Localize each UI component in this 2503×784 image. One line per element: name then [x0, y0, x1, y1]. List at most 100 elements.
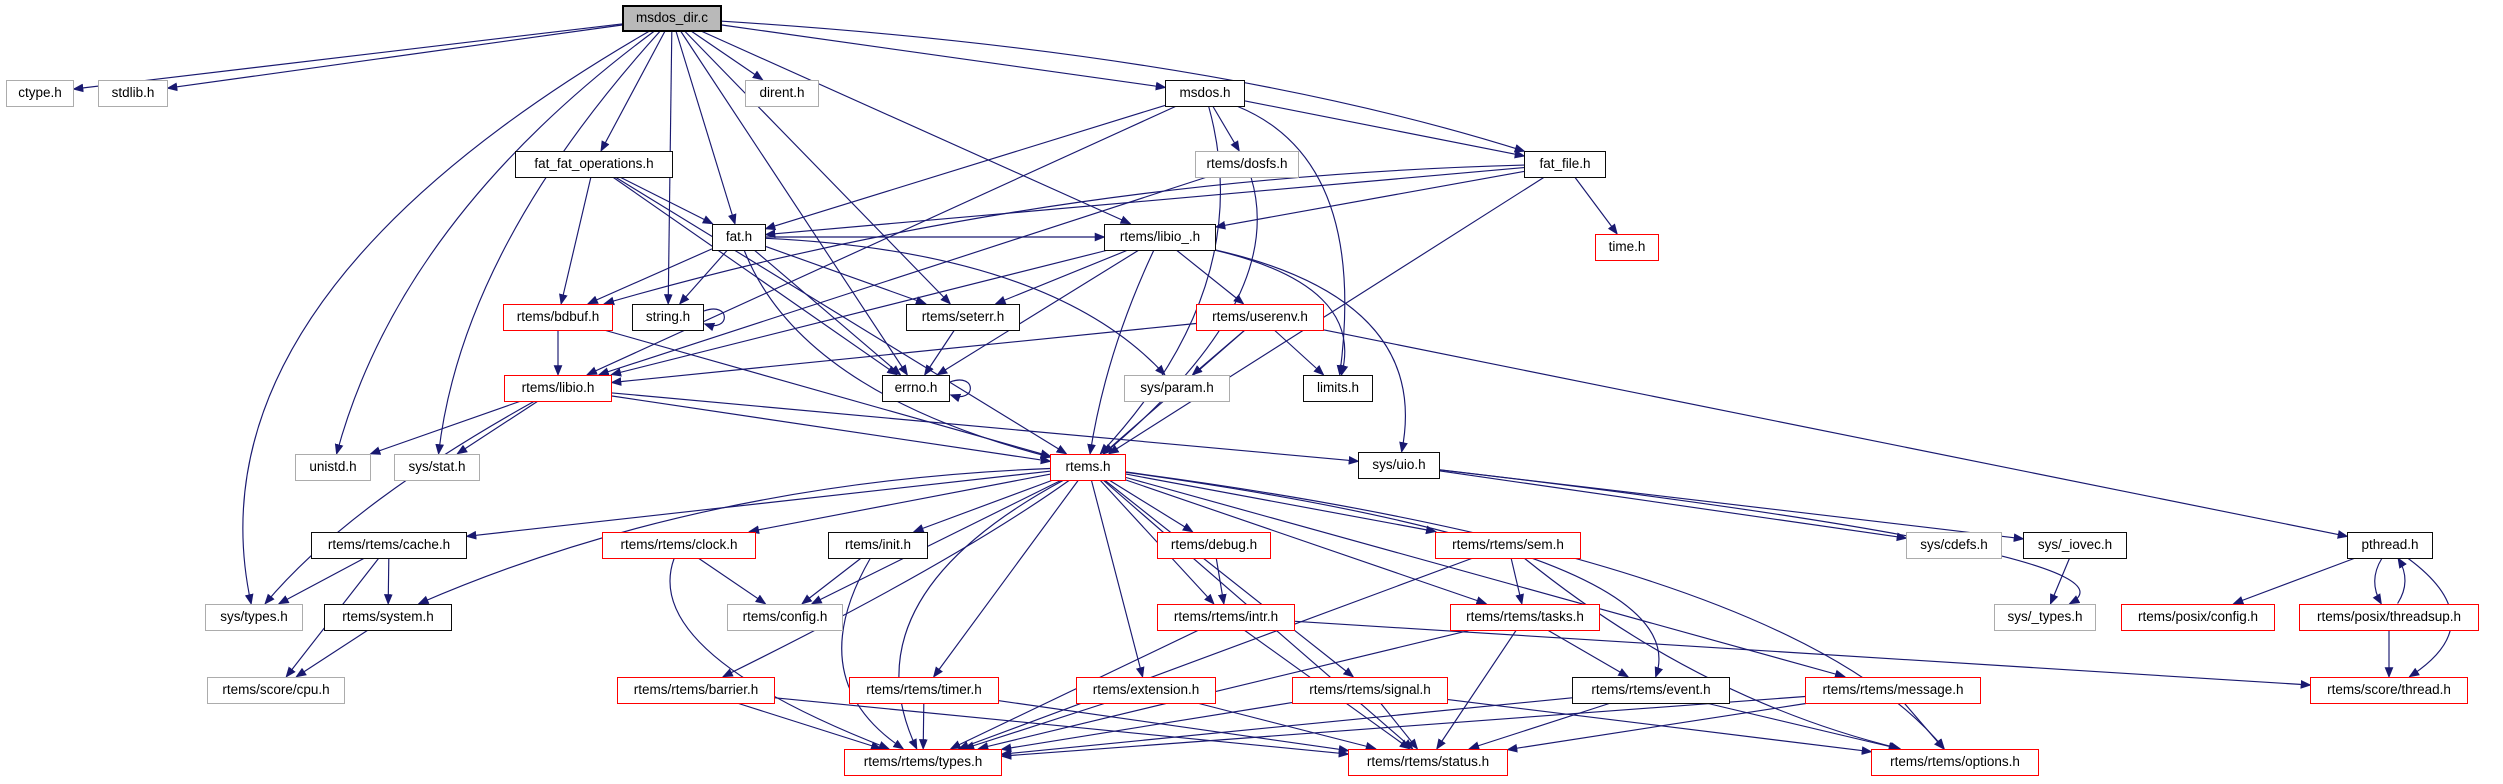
node-rtems-bdbuf-h[interactable]: rtems/bdbuf.h	[503, 303, 613, 331]
node-rtems-rtems-types-h[interactable]: rtems/rtems/types.h	[844, 748, 1002, 776]
node-rtems-init-h[interactable]: rtems/init.h	[828, 531, 928, 559]
node-stdlib-h[interactable]: stdlib.h	[98, 79, 168, 107]
node-dirent-h[interactable]: dirent.h	[745, 79, 819, 107]
edge-fat-fat-operations-h-to-rtems-h	[615, 177, 1068, 455]
node-rtems-rtems-barrier-h[interactable]: rtems/rtems/barrier.h	[617, 676, 775, 704]
edge-rtems-rtems-event-h-to-rtems-rtems-types-h	[1000, 697, 1573, 758]
node-unistd-h[interactable]: unistd.h	[295, 453, 371, 481]
edge-rtems-rtems-event-h-to-rtems-rtems-status-h	[1468, 702, 1610, 750]
node-rtems-rtems-timer-h[interactable]: rtems/rtems/timer.h	[849, 676, 999, 704]
node-rtems-system-h[interactable]: rtems/system.h	[324, 603, 452, 631]
edge-rtems-rtems-barrier-h-to-rtems-rtems-types-h	[738, 702, 882, 750]
edge-rtems-rtems-intr-h-to-rtems-rtems-types-h	[949, 629, 1199, 750]
node-time-h[interactable]: time.h	[1595, 233, 1659, 261]
node-rtems-rtems-message-h[interactable]: rtems/rtems/message.h	[1805, 676, 1981, 704]
edge-rtems-h-to-rtems-rtems-sem-h	[1125, 473, 1437, 535]
edge-rtems-h-to-rtems-debug-h	[1109, 480, 1194, 533]
edge-msdos-dir-c-to-errno-h	[680, 31, 909, 376]
edge-rtems-rtems-message-h-to-rtems-rtems-options-h	[1904, 703, 1945, 750]
node-rtems-rtems-intr-h[interactable]: rtems/rtems/intr.h	[1157, 603, 1295, 631]
node-fat-h[interactable]: fat.h	[712, 223, 766, 251]
edge-fat-file-h-to-rtems-bdbuf-h	[603, 164, 1525, 306]
edge-rtems-h-to-rtems-rtems-message-h	[1125, 476, 1846, 679]
edge-rtems-dosfs-h-to-rtems-libio-h	[597, 176, 1206, 376]
node-rtems-seterr-h[interactable]: rtems/seterr.h	[906, 303, 1020, 331]
edge-msdos-h-to-rtems-dosfs-h	[1212, 106, 1240, 152]
edge-rtems-rtems-clock-h-to-rtems-rtems-types-h	[669, 558, 890, 750]
edge-rtems-h-to-rtems-rtems-tasks-h	[1125, 479, 1488, 605]
node-rtems-config-h[interactable]: rtems/config.h	[727, 603, 843, 631]
edge-msdos-dir-c-to-unistd-h	[334, 31, 655, 456]
edge-rtems-h-to-rtems-init-h	[912, 479, 1052, 533]
edge-rtems-h-to-rtems-rtems-event-h	[1125, 471, 1664, 679]
node-rtems-debug-h[interactable]: rtems/debug.h	[1157, 531, 1271, 559]
node-rtems-posix-config-h[interactable]: rtems/posix/config.h	[2121, 603, 2275, 631]
node-sys-stat-h[interactable]: sys/stat.h	[394, 453, 480, 481]
node-rtems-rtems-cache-h[interactable]: rtems/rtems/cache.h	[311, 531, 467, 559]
node-sys-iovec-h[interactable]: sys/_iovec.h	[2023, 531, 2127, 559]
edge-rtems-rtems-barrier-h-to-rtems-rtems-status-h	[774, 697, 1350, 758]
node-rtems-rtems-clock-h[interactable]: rtems/rtems/clock.h	[602, 531, 756, 559]
edge-msdos-dir-c-to-rtems-seterr-h	[684, 31, 952, 305]
edge-fat-file-h-to-rtems-libio-h	[1214, 170, 1525, 230]
node-rtems-h[interactable]: rtems.h	[1050, 453, 1126, 481]
node-rtems-libio-h[interactable]: rtems/libio.h	[504, 374, 612, 402]
edge-rtems-rtems-timer-h-to-rtems-rtems-status-h	[998, 700, 1350, 754]
node-rtems-score-cpu-h[interactable]: rtems/score/cpu.h	[207, 676, 345, 704]
node-rtems-rtems-event-h[interactable]: rtems/rtems/event.h	[1572, 676, 1730, 704]
node-rtems-rtems-tasks-h[interactable]: rtems/rtems/tasks.h	[1450, 603, 1600, 631]
edge-rtems-h-to-rtems-rtems-types-h	[898, 479, 1064, 750]
edge-msdos-h-to-limits-h	[1237, 105, 1346, 377]
node-msdos-dir-c[interactable]: msdos_dir.c	[622, 4, 722, 32]
node-ctype-h[interactable]: ctype.h	[6, 79, 74, 107]
edge-rtems-posix-threadsup-h-to-pthread-h	[2397, 557, 2407, 604]
node-sys-param-h[interactable]: sys/param.h	[1124, 374, 1230, 402]
edge-rtems-libio-h-to-sys-stat-h	[456, 401, 538, 455]
node-rtems-posix-threadsup-h[interactable]: rtems/posix/threadsup.h	[2299, 603, 2479, 631]
node-limits-h[interactable]: limits.h	[1303, 374, 1373, 402]
node-errno-h[interactable]: errno.h	[882, 374, 950, 402]
edge-rtems-libio-h-to-limits-h	[1215, 249, 1349, 377]
edge-rtems-rtems-intr-h-to-rtems-score-thread-h	[1294, 620, 2312, 689]
node-rtems-rtems-status-h[interactable]: rtems/rtems/status.h	[1348, 748, 1508, 776]
edge-rtems-rtems-sem-h-to-rtems-rtems-options-h	[1524, 558, 1902, 751]
edge-rtems-rtems-timer-h-to-rtems-rtems-types-h	[918, 703, 928, 751]
node-rtems-score-thread-h[interactable]: rtems/score/thread.h	[2310, 676, 2468, 704]
node-string-h[interactable]: string.h	[632, 303, 704, 331]
node-fat-file-h[interactable]: fat_file.h	[1524, 150, 1606, 178]
node-rtems-rtems-signal-h[interactable]: rtems/rtems/signal.h	[1292, 676, 1448, 704]
node-rtems-dosfs-h[interactable]: rtems/dosfs.h	[1195, 150, 1299, 178]
node-rtems-rtems-options-h[interactable]: rtems/rtems/options.h	[1871, 748, 2039, 776]
edge-msdos-dir-c-to-sys-types-h	[242, 31, 649, 606]
edge-msdos-dir-c-to-dirent-h	[691, 31, 764, 81]
edge-rtems-h-to-rtems-rtems-signal-h	[1104, 480, 1355, 678]
node-pthread-h[interactable]: pthread.h	[2347, 531, 2433, 559]
edge-rtems-userenv-h-to-pthread-h	[1323, 329, 2349, 539]
node-rtems-rtems-sem-h[interactable]: rtems/rtems/sem.h	[1435, 531, 1581, 559]
edge-fat-fat-operations-h-to-rtems-bdbuf-h	[559, 177, 592, 306]
edge-rtems-bdbuf-h-to-rtems-h	[605, 329, 1052, 458]
node-sys-cdefs-h[interactable]: sys/cdefs.h	[1906, 531, 2002, 559]
edge-msdos-dir-c-to-rtems-libio-h	[701, 30, 1132, 225]
node-rtems-userenv-h[interactable]: rtems/userenv.h	[1196, 303, 1324, 331]
node-sys-types-h[interactable]: sys/_types.h	[1994, 603, 2096, 631]
node-rtems-libio-h[interactable]: rtems/libio_.h	[1104, 223, 1216, 251]
edge-fat-fat-operations-h-to-errno-h	[613, 177, 898, 376]
node-msdos-h[interactable]: msdos.h	[1165, 79, 1245, 107]
edge-rtems-rtems-sem-h-to-rtems-rtems-types-h	[957, 557, 1472, 750]
edge-rtems-rtems-cache-h-to-rtems-system-h	[383, 558, 393, 606]
node-sys-uio-h[interactable]: sys/uio.h	[1358, 451, 1440, 479]
edge-rtems-system-h-to-rtems-score-cpu-h	[295, 630, 368, 678]
node-sys-types-h[interactable]: sys/types.h	[205, 603, 303, 631]
edge-rtems-libio-h-to-sys-uio-h	[1215, 249, 1408, 454]
edge-msdos-h-to-fat-file-h	[1244, 100, 1526, 159]
edge-sys-uio-h-to-sys-cdefs-h	[1439, 470, 1908, 542]
edge-msdos-dir-c-to-fat-h	[675, 31, 737, 226]
edge-rtems-libio-h-to-rtems-userenv-h	[1176, 250, 1245, 305]
node-rtems-extension-h[interactable]: rtems/extension.h	[1076, 676, 1216, 704]
edge-rtems-rtems-signal-h-to-rtems-rtems-status-h	[1380, 703, 1419, 750]
edge-rtems-seterr-h-to-errno-h	[923, 330, 955, 376]
node-fat-fat-operations-h[interactable]: fat_fat_operations.h	[515, 150, 673, 178]
edge-rtems-h-to-rtems-config-h	[810, 479, 1061, 605]
edge-rtems-libio-h-to-rtems-h	[611, 395, 1052, 465]
